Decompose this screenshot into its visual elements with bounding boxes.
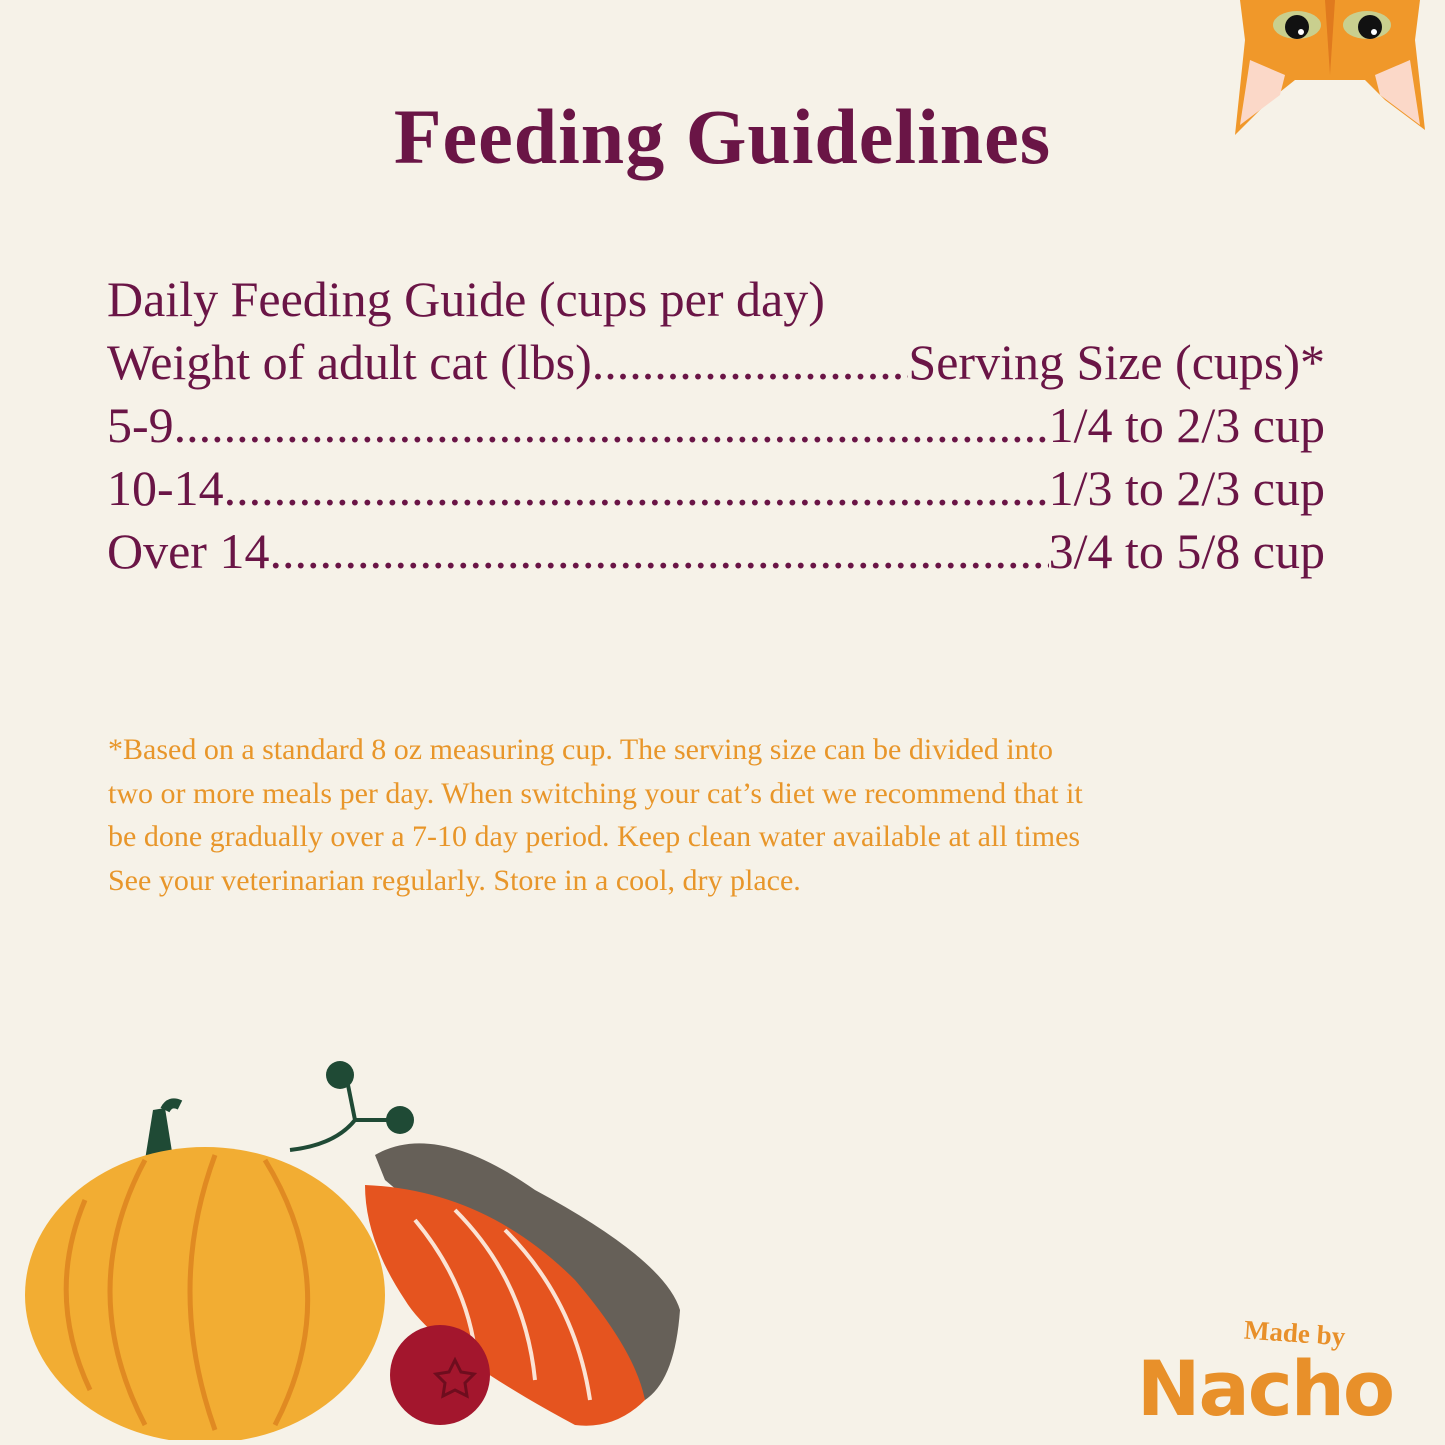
guide-column-headers: Weight of adult cat (lbs) Serving Size (… — [107, 331, 1325, 394]
logo-brand: Nacho — [1136, 1344, 1395, 1433]
table-row: 5-9 1/4 to 2/3 cup — [107, 394, 1325, 457]
footnote-line: two or more meals per day. When switchin… — [108, 776, 1083, 810]
serving-value: 1/4 to 2/3 cup — [1048, 397, 1325, 453]
footnote-line: See your veterinarian regularly. Store i… — [108, 863, 801, 897]
feeding-guide: Daily Feeding Guide (cups per day) Weigh… — [107, 268, 1325, 583]
footnote: *Based on a standard 8 oz measuring cup.… — [108, 728, 1338, 902]
column-weight: Weight of adult cat (lbs) — [107, 334, 592, 390]
salmon-icon — [365, 1143, 680, 1426]
serving-value: 1/3 to 2/3 cup — [1048, 460, 1325, 516]
dot-leader — [174, 394, 1049, 457]
cranberry-icon — [390, 1325, 490, 1425]
table-row: 10-14 1/3 to 2/3 cup — [107, 457, 1325, 520]
weight-value: Over 14 — [107, 523, 270, 579]
parsley-icon — [289, 1061, 414, 1152]
brand-logo: Made by Nacho — [1095, 1315, 1435, 1433]
food-illustration — [25, 1061, 680, 1440]
table-row: Over 14 3/4 to 5/8 cup — [107, 520, 1325, 583]
weight-value: 5-9 — [107, 397, 174, 453]
cat-illustration — [1235, 0, 1425, 135]
pumpkin-icon — [25, 1098, 385, 1440]
serving-value: 3/4 to 5/8 cup — [1048, 523, 1325, 579]
dot-leader — [224, 457, 1049, 520]
dot-leader — [592, 331, 909, 394]
dot-leader — [269, 520, 1048, 583]
weight-value: 10-14 — [107, 460, 224, 516]
guide-heading: Daily Feeding Guide (cups per day) — [107, 271, 825, 327]
footnote-line: *Based on a standard 8 oz measuring cup.… — [108, 733, 1054, 766]
footnote-line: be done gradually over a 7-10 day period… — [108, 820, 1081, 853]
page-title: Feeding Guidelines — [393, 93, 1052, 180]
column-serving: Serving Size (cups)* — [908, 334, 1325, 390]
